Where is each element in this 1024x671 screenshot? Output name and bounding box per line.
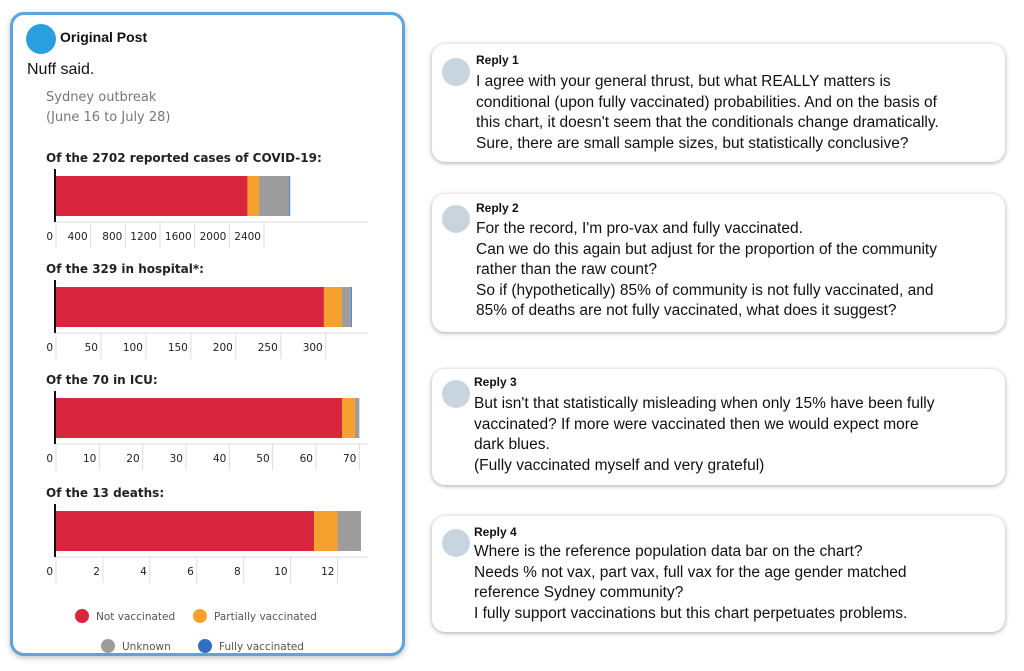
original-post-card: Original Post Nuff said. Sydney outbreak… bbox=[10, 12, 405, 656]
reply-card-2: Reply 2 For the record, I'm pro-vax and … bbox=[432, 194, 1005, 332]
panel-title: Of the 2702 reported cases of COVID-19: bbox=[46, 151, 322, 165]
tick-label: 1200 bbox=[130, 231, 157, 243]
bar-segment-not-vaccinated bbox=[56, 176, 248, 216]
tick-label: 300 bbox=[303, 342, 323, 354]
tick-label: 150 bbox=[168, 342, 188, 354]
legend-label: Not vaccinated bbox=[96, 611, 175, 623]
bar-segment-unknown bbox=[337, 511, 361, 551]
tick-label: 60 bbox=[300, 453, 313, 465]
tick-label: 200 bbox=[213, 342, 233, 354]
chart-subtitle-line2: (June 16 to July 28) bbox=[46, 110, 171, 125]
tick-label: 0 bbox=[46, 453, 53, 465]
reply-label: Reply 4 bbox=[474, 525, 517, 539]
tick-label: 0 bbox=[46, 342, 53, 354]
reply-text: But isn't that statistically misleading … bbox=[474, 395, 935, 474]
reply-text: For the record, I'm pro-vax and fully va… bbox=[476, 220, 937, 320]
tick-label: 6 bbox=[187, 566, 194, 578]
legend-swatch-partially-vaccinated bbox=[193, 609, 207, 623]
legend-label: Partially vaccinated bbox=[214, 611, 317, 623]
bar-segment-not-vaccinated bbox=[56, 511, 315, 551]
tick-label: 50 bbox=[85, 342, 98, 354]
panel-title: Of the 329 in hospital*: bbox=[46, 262, 204, 276]
reply-card-1: Reply 1 I agree with your general thrust… bbox=[432, 44, 1005, 162]
bar-segment-partially-vaccinated bbox=[342, 398, 355, 438]
reply-card-3: Reply 3 But isn't that statistically mis… bbox=[432, 369, 1005, 485]
post-author: Original Post bbox=[60, 29, 148, 45]
avatar[interactable] bbox=[442, 58, 470, 86]
tick-label: 400 bbox=[68, 231, 88, 243]
tick-label: 12 bbox=[321, 566, 334, 578]
legend-label: Fully vaccinated bbox=[219, 641, 304, 653]
tick-label: 2000 bbox=[200, 231, 227, 243]
bar-segment-fully-vaccinated bbox=[289, 176, 291, 216]
tick-label: 2400 bbox=[234, 231, 261, 243]
tick-label: 0 bbox=[46, 231, 53, 243]
tick-label: 20 bbox=[126, 453, 139, 465]
tick-label: 800 bbox=[102, 231, 122, 243]
reply-text: I agree with your general thrust, but wh… bbox=[476, 73, 939, 152]
tick-label: 70 bbox=[343, 453, 356, 465]
bar-segment-unknown bbox=[355, 398, 360, 438]
reply-card-4: Reply 4 Where is the reference populatio… bbox=[432, 516, 1005, 632]
tick-label: 4 bbox=[140, 566, 147, 578]
legend-swatch-unknown bbox=[101, 639, 115, 653]
tick-label: 1600 bbox=[165, 231, 192, 243]
vaccination-status-chart: Sydney outbreak (June 16 to July 28) Of … bbox=[20, 83, 398, 653]
bar-segment-unknown bbox=[259, 176, 290, 216]
bar-segment-fully-vaccinated bbox=[350, 287, 352, 327]
tick-label: 8 bbox=[234, 566, 241, 578]
panel-title: Of the 70 in ICU: bbox=[46, 373, 158, 387]
post-text: Nuff said. bbox=[27, 61, 95, 78]
bar-segment-partially-vaccinated bbox=[247, 176, 260, 216]
tick-label: 0 bbox=[46, 566, 53, 578]
reply-label: Reply 3 bbox=[474, 375, 517, 389]
avatar[interactable] bbox=[442, 529, 470, 557]
bar-segment-not-vaccinated bbox=[56, 287, 324, 327]
bar-segment-partially-vaccinated bbox=[323, 287, 342, 327]
tick-label: 40 bbox=[213, 453, 226, 465]
avatar[interactable] bbox=[26, 24, 56, 54]
chart-svg: Sydney outbreak (June 16 to July 28) Of … bbox=[46, 90, 368, 653]
tick-label: 250 bbox=[258, 342, 278, 354]
legend-swatch-not-vaccinated bbox=[75, 609, 89, 623]
tick-label: 50 bbox=[256, 453, 269, 465]
legend-swatch-fully-vaccinated bbox=[198, 639, 212, 653]
panel-title: Of the 13 deaths: bbox=[46, 486, 164, 500]
bar-segment-partially-vaccinated bbox=[314, 511, 338, 551]
tick-label: 10 bbox=[83, 453, 96, 465]
chart-subtitle-line1: Sydney outbreak bbox=[46, 90, 157, 105]
tick-label: 30 bbox=[170, 453, 183, 465]
avatar[interactable] bbox=[442, 205, 470, 233]
tick-label: 2 bbox=[93, 566, 100, 578]
legend-label: Unknown bbox=[122, 641, 171, 653]
bar-segment-not-vaccinated bbox=[56, 398, 342, 438]
reply-label: Reply 2 bbox=[476, 201, 519, 215]
reply-text: Where is the reference population data b… bbox=[474, 543, 908, 622]
bar-segment-unknown bbox=[341, 287, 351, 327]
avatar[interactable] bbox=[442, 380, 470, 408]
reply-label: Reply 1 bbox=[476, 53, 519, 67]
tick-label: 10 bbox=[274, 566, 287, 578]
tick-label: 100 bbox=[123, 342, 143, 354]
